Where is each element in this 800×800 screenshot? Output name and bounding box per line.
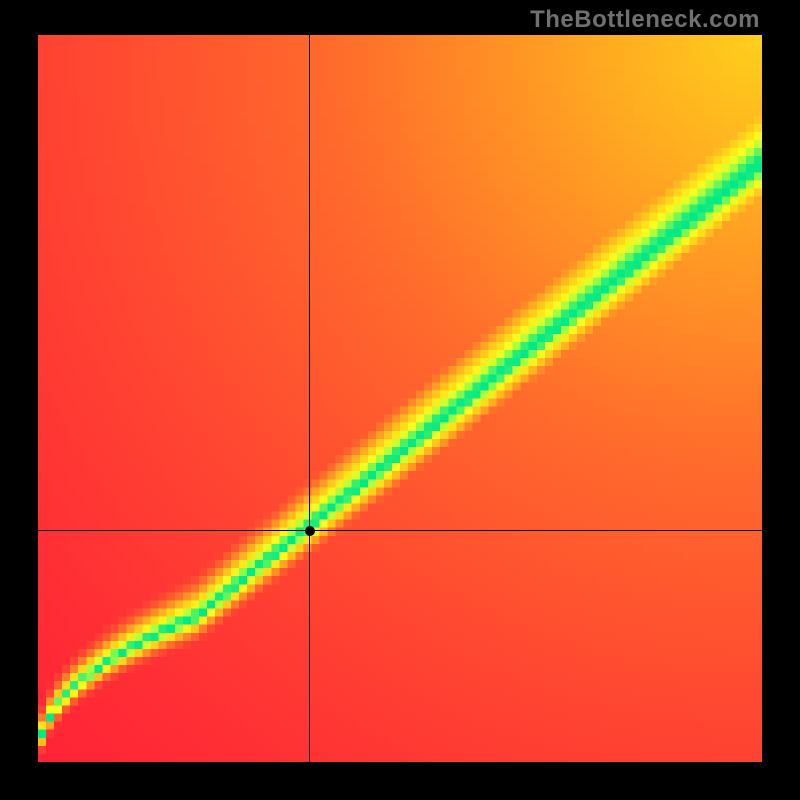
crosshair-marker (305, 526, 315, 536)
crosshair-vertical (309, 35, 310, 762)
crosshair-horizontal (38, 530, 762, 531)
watermark-text: TheBottleneck.com (530, 6, 760, 34)
bottleneck-heatmap (38, 35, 762, 762)
